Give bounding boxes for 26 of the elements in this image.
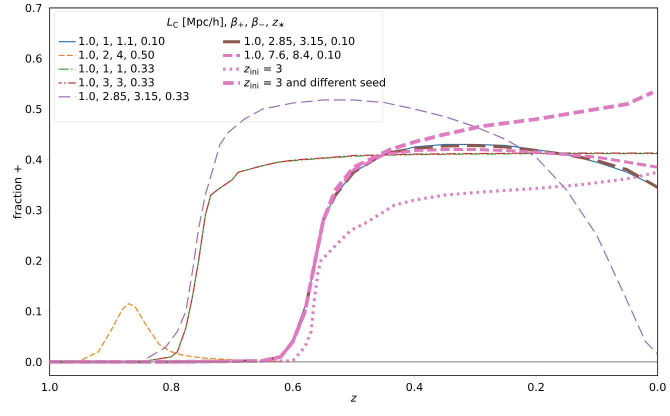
x-tick-label: 1.0	[42, 382, 58, 391]
legend-label: 1.0, 1, 1.1, 0.10	[79, 36, 164, 46]
y-tick-label: 0.4	[26, 155, 42, 164]
y-tick-label: 0.7	[26, 4, 42, 12]
x-tick-label: 0.8	[163, 382, 180, 391]
x-tick-label: 0.0	[650, 382, 666, 391]
y-tick-label: 0.2	[26, 256, 42, 265]
legend-label: 1.0, 7.6, 8.4, 0.10	[245, 50, 340, 60]
legend-label: 1.0, 2, 4, 0.50	[79, 50, 154, 60]
y-axis-title: fraction +	[13, 165, 22, 219]
x-tick-label: 0.4	[406, 382, 423, 391]
legend-label: z$_{ini}$ = 3	[244, 64, 282, 74]
x-axis-title: z	[350, 395, 357, 402]
y-tick-label: 0.6	[26, 54, 42, 63]
y-tick-label: 0.5	[26, 104, 42, 114]
legend-label: 1.0, 1, 1, 0.33	[79, 64, 154, 74]
legend-label: z$_{ini}$ = 3 and different seed	[244, 78, 385, 88]
y-tick-label: 0.0	[26, 358, 42, 366]
y-tick-label: 0.1	[26, 307, 42, 316]
legend-label: 1.0, 3, 3, 0.33	[79, 78, 154, 88]
y-tick-label: 0.3	[26, 206, 42, 214]
legend-label: 1.0, 2.85, 3.15, 0.33	[79, 92, 189, 102]
x-tick-label: 0.2	[528, 382, 544, 391]
text: L$_{C}$ [Mpc/h], β$_{+}$, β$_{−}$, z$_{∗}$	[167, 17, 284, 28]
x-tick-label: 0.6	[284, 382, 301, 391]
legend-label: 1.0, 2.85, 3.15, 0.10	[245, 36, 354, 46]
